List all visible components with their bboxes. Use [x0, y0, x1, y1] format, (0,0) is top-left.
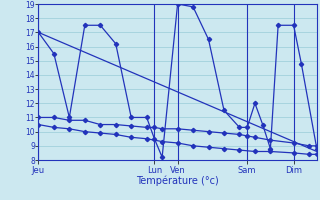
X-axis label: Température (°c): Température (°c) — [136, 176, 219, 186]
